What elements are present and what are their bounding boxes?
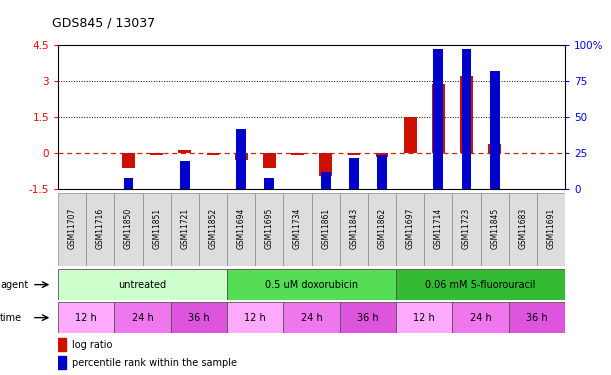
Text: GSM11845: GSM11845 (490, 208, 499, 249)
Bar (235, 153, 247, 160)
Text: time: time (0, 313, 22, 322)
Text: GSM11721: GSM11721 (180, 208, 189, 249)
Text: log ratio: log ratio (72, 340, 112, 350)
Bar (321, 172, 331, 189)
Bar (58, 356, 67, 369)
Bar (537, 193, 565, 266)
Bar (509, 193, 537, 266)
Bar (340, 193, 368, 266)
Bar (433, 50, 444, 189)
Text: GSM11714: GSM11714 (434, 208, 443, 249)
Bar (453, 193, 481, 266)
Bar (236, 129, 246, 189)
Text: 36 h: 36 h (188, 313, 210, 322)
Bar (58, 338, 67, 351)
Text: GSM11691: GSM11691 (547, 208, 555, 249)
Bar (86, 193, 114, 266)
Bar (396, 302, 453, 333)
Bar (377, 155, 387, 189)
Text: 36 h: 36 h (526, 313, 548, 322)
Bar (284, 193, 312, 266)
Bar (114, 302, 170, 333)
Text: agent: agent (0, 280, 28, 290)
Bar (432, 84, 445, 153)
Bar (150, 153, 163, 155)
Bar (348, 153, 360, 155)
Bar (462, 50, 472, 189)
Text: GSM11734: GSM11734 (293, 207, 302, 249)
Bar (227, 269, 396, 300)
Bar (170, 302, 227, 333)
Bar (142, 193, 170, 266)
Bar (376, 153, 389, 157)
Bar (58, 269, 227, 300)
Text: 12 h: 12 h (75, 313, 97, 322)
Bar (284, 302, 340, 333)
Text: 24 h: 24 h (301, 313, 323, 322)
Text: GSM11716: GSM11716 (96, 208, 105, 249)
Bar (207, 153, 219, 155)
Bar (255, 193, 284, 266)
Bar (58, 193, 86, 266)
Text: 24 h: 24 h (132, 313, 153, 322)
Bar (178, 150, 191, 153)
Text: GSM11851: GSM11851 (152, 208, 161, 249)
Bar (263, 153, 276, 168)
Bar (58, 302, 114, 333)
Text: GSM11697: GSM11697 (406, 207, 415, 249)
Bar (488, 144, 501, 153)
Text: GSM11683: GSM11683 (518, 208, 527, 249)
Bar (460, 76, 473, 153)
Bar (199, 193, 227, 266)
Bar (114, 193, 142, 266)
Text: 36 h: 36 h (357, 313, 379, 322)
Bar (291, 153, 304, 155)
Bar (340, 302, 396, 333)
Text: GSM11707: GSM11707 (68, 207, 76, 249)
Bar (349, 158, 359, 189)
Text: 0.5 uM doxorubicin: 0.5 uM doxorubicin (265, 280, 358, 290)
Bar (481, 193, 509, 266)
Text: GSM11861: GSM11861 (321, 208, 330, 249)
Bar (404, 117, 417, 153)
Text: GDS845 / 13037: GDS845 / 13037 (52, 17, 155, 30)
Bar (123, 178, 133, 189)
Bar (122, 153, 135, 168)
Bar (424, 193, 453, 266)
Bar (396, 193, 424, 266)
Bar (170, 193, 199, 266)
Text: GSM11862: GSM11862 (378, 208, 387, 249)
Bar (509, 302, 565, 333)
Text: 12 h: 12 h (244, 313, 266, 322)
Text: GSM11723: GSM11723 (462, 208, 471, 249)
Bar (396, 269, 565, 300)
Text: percentile rank within the sample: percentile rank within the sample (72, 358, 237, 368)
Text: untreated: untreated (119, 280, 167, 290)
Text: GSM11843: GSM11843 (349, 208, 359, 249)
Bar (453, 302, 509, 333)
Bar (227, 193, 255, 266)
Text: GSM11695: GSM11695 (265, 207, 274, 249)
Bar (490, 71, 500, 189)
Bar (227, 302, 284, 333)
Text: 0.06 mM 5-fluorouracil: 0.06 mM 5-fluorouracil (425, 280, 536, 290)
Text: GSM11694: GSM11694 (236, 207, 246, 249)
Text: 12 h: 12 h (414, 313, 435, 322)
Bar (265, 178, 274, 189)
Text: GSM11850: GSM11850 (124, 208, 133, 249)
Bar (312, 193, 340, 266)
Text: GSM11852: GSM11852 (208, 208, 218, 249)
Bar (180, 160, 190, 189)
Text: 24 h: 24 h (470, 313, 491, 322)
Bar (368, 193, 396, 266)
Bar (320, 153, 332, 176)
